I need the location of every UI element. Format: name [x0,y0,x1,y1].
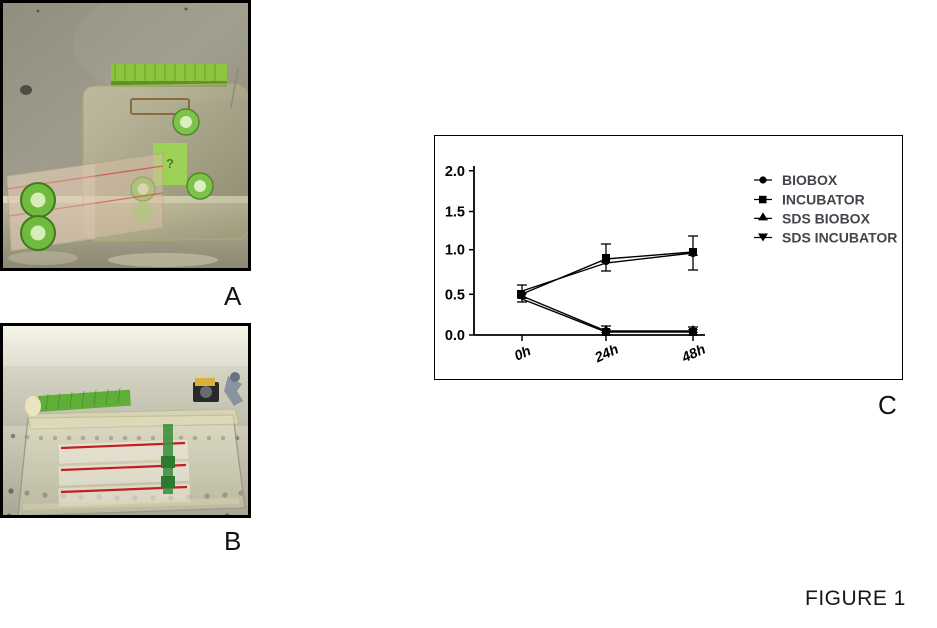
svg-text:0.5: 0.5 [445,287,465,303]
svg-text:2.0: 2.0 [445,164,465,180]
svg-text:1.0: 1.0 [445,243,465,259]
svg-text:24h: 24h [591,341,621,366]
svg-text:INCUBATOR: INCUBATOR [782,192,865,208]
svg-text:0h: 0h [512,342,534,363]
svg-text:0.0: 0.0 [445,328,465,344]
svg-text:SDS BIOBOX: SDS BIOBOX [782,210,871,226]
svg-text:48h: 48h [678,341,708,366]
svg-text:1.5: 1.5 [445,205,465,221]
svg-text:BIOBOX: BIOBOX [782,172,838,188]
svg-text:SDS INCUBATOR: SDS INCUBATOR [782,230,897,246]
svg-text:?: ? [166,156,174,171]
